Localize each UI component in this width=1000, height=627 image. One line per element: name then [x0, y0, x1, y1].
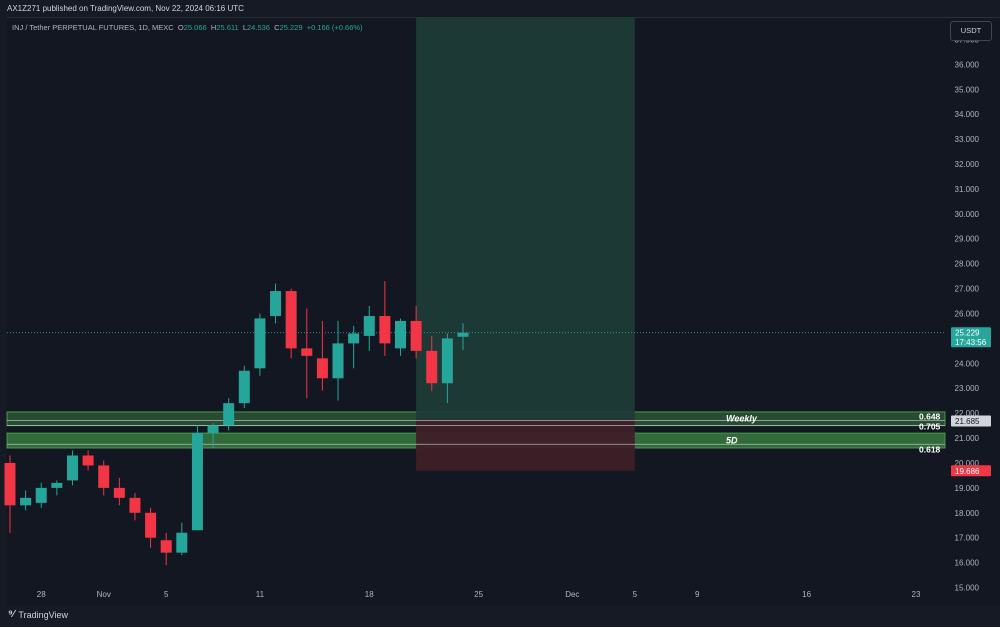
current-price-tag-countdown: 17:43:56 — [955, 338, 987, 347]
loss-zone — [416, 419, 635, 471]
candle-body — [129, 497, 141, 513]
price-tick-label: 22.000 — [955, 409, 980, 418]
symbol-legend: INJ / Tether PERPETUAL FUTURES, 1D, MEXC… — [12, 23, 363, 32]
candle-body — [51, 482, 63, 488]
candle-body — [379, 315, 391, 344]
position-layer — [416, 17, 635, 471]
price-tick-label: 24.000 — [955, 359, 980, 368]
time-tick-label: 18 — [365, 590, 374, 599]
current-price-tag-bg — [951, 327, 991, 348]
time-tick-label: 5 — [164, 590, 169, 599]
candle-body — [66, 455, 78, 481]
symbol-name: INJ / Tether PERPETUAL FUTURES, 1D, MEXC — [12, 23, 174, 32]
candle-body — [207, 425, 219, 434]
change-value: +0.166 (+0.66%) — [306, 23, 363, 32]
time-tick-label: Dec — [565, 590, 579, 599]
price-tick-label: 36.000 — [955, 60, 980, 69]
time-tick-label: 16 — [802, 590, 811, 599]
candle-body — [395, 320, 406, 349]
candle-body — [410, 320, 422, 351]
entry-price-tag-bg — [951, 415, 991, 427]
candle-body — [98, 465, 110, 488]
candle-body — [348, 333, 360, 344]
candles-layer — [4, 281, 469, 566]
candle-body — [270, 291, 282, 316]
open-value: 25.066 — [183, 23, 207, 32]
high-value: 25.611 — [216, 23, 239, 32]
time-tick-label: 23 — [912, 590, 921, 599]
close-label: C — [274, 23, 280, 32]
time-tick-label: Nov — [97, 590, 111, 599]
price-tick-label: 21.000 — [955, 434, 980, 443]
candle-body — [82, 455, 94, 466]
price-tick-label: 29.000 — [955, 235, 980, 244]
time-tick-label: 5 — [633, 590, 638, 599]
tradingview-logo[interactable]: ⁹⁄ TradingView — [8, 609, 68, 620]
open-label: O — [177, 23, 184, 32]
time-tick-label: 11 — [256, 590, 265, 599]
candle-body — [113, 487, 125, 498]
candle-body — [160, 540, 172, 553]
zone-label: Weekly — [726, 414, 758, 424]
candle-body — [363, 315, 375, 336]
price-tick-label: 16.000 — [955, 559, 980, 568]
candle-body — [316, 358, 328, 379]
price-tick-label: 28.000 — [955, 260, 980, 269]
axis-layer: 15.000 16.000 17.000 18.000 19.000 20.000 21.0… — [37, 35, 991, 599]
stop-price-tag-bg — [951, 465, 991, 477]
zone-label: 5D — [726, 436, 738, 446]
fib-label: 0.648 — [919, 412, 941, 422]
brand-name: TradingView — [18, 609, 68, 620]
low-value: 24.536 — [247, 23, 270, 32]
time-tick-label: 9 — [695, 590, 700, 599]
candle-body — [285, 291, 297, 349]
candle-body — [20, 497, 32, 506]
candle-body — [4, 462, 16, 506]
candle-body — [301, 348, 313, 356]
price-tick-label: 26.000 — [955, 309, 980, 318]
price-tick-label: 19.000 — [955, 484, 980, 493]
candle-body — [426, 350, 438, 384]
time-tick-label: 28 — [37, 590, 46, 599]
candle-body — [35, 487, 47, 503]
fib-label: 0.618 — [919, 444, 941, 454]
candle-body — [223, 403, 235, 426]
price-tick-label: 27.000 — [955, 285, 980, 294]
published-info: AX1Z271 published on TradingView.com, No… — [7, 4, 244, 13]
current-price-tag: 25.229 — [955, 329, 980, 338]
footer-bar — [0, 605, 1000, 627]
tradingview-mark-icon: ⁹⁄ — [8, 609, 15, 620]
price-tick-label: 18.000 — [955, 509, 980, 518]
candle-body — [238, 370, 250, 404]
candle-body — [332, 343, 344, 379]
high-label: H — [210, 23, 217, 32]
candle-body — [441, 338, 453, 384]
currency-button[interactable]: USDT — [950, 21, 992, 41]
entry-price-tag: 21.685 — [955, 417, 980, 426]
time-tick-label: 25 — [474, 590, 483, 599]
price-tick-label: 33.000 — [955, 135, 980, 144]
lines-layer — [7, 332, 945, 445]
low-label: L — [242, 23, 248, 32]
fib-label: 0.705 — [919, 422, 941, 432]
candle-body — [191, 433, 203, 531]
price-tick-label: 20.000 — [955, 459, 980, 468]
price-tick-label: 32.000 — [955, 160, 980, 169]
candle-body — [254, 318, 266, 369]
close-value: 25.229 — [279, 23, 303, 32]
candle-body — [176, 532, 188, 553]
candle-body — [457, 332, 469, 337]
price-tick-label: 35.000 — [955, 85, 980, 94]
candle-body — [145, 512, 157, 538]
price-tick-label: 34.000 — [955, 110, 980, 119]
price-tick-label: 31.000 — [955, 185, 980, 194]
price-tick-label: 30.000 — [955, 210, 980, 219]
price-tick-label: 17.000 — [955, 534, 980, 543]
price-tick-label: 15.000 — [955, 584, 980, 593]
price-tick-label: 23.000 — [955, 384, 980, 393]
stop-price-tag: 19.686 — [955, 467, 980, 476]
